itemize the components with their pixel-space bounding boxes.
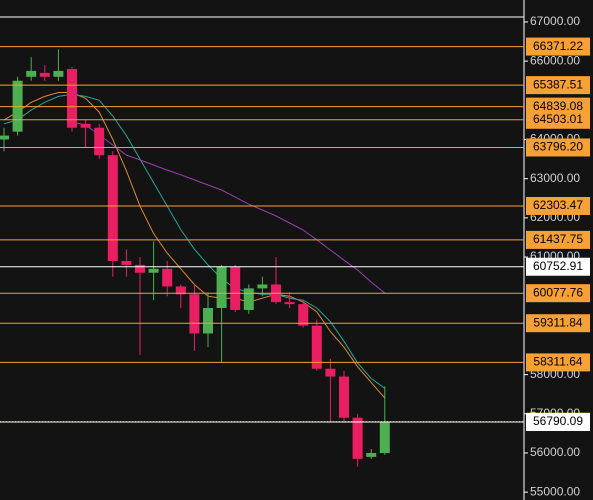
candle-body xyxy=(94,127,105,156)
level-label: 63796.20 xyxy=(533,140,583,154)
candle-body xyxy=(311,325,322,369)
level-label-bg xyxy=(526,196,590,215)
candle-body xyxy=(189,294,200,334)
candle-body xyxy=(39,72,50,77)
candle-body xyxy=(230,266,241,310)
level-label: 59311.84 xyxy=(533,315,582,329)
candle-body xyxy=(216,266,227,308)
candle-body xyxy=(257,284,268,289)
candle-body xyxy=(162,268,173,287)
candle-body xyxy=(53,70,64,77)
level-label: 64839.08 xyxy=(533,99,583,113)
y-tick-label: 56000.00 xyxy=(530,445,580,459)
candle-body xyxy=(135,264,145,273)
candle-body xyxy=(284,302,295,305)
candle-body xyxy=(80,123,91,128)
level-label-bg xyxy=(526,257,590,276)
level-label-bg xyxy=(526,353,590,372)
level-label: 65387.51 xyxy=(533,77,583,91)
candle-body xyxy=(379,421,390,453)
candle-body xyxy=(366,452,377,457)
y-tick-label: 66000.00 xyxy=(530,53,580,67)
level-label: 56790.09 xyxy=(533,414,583,428)
level-label-bg xyxy=(526,37,590,56)
y-tick-label: 63000.00 xyxy=(530,171,580,185)
candle-body xyxy=(67,68,77,128)
candle-body xyxy=(0,135,9,140)
candle-body xyxy=(339,376,349,418)
candle-body xyxy=(175,286,186,295)
candle-body xyxy=(121,260,132,265)
level-label-bg xyxy=(526,284,590,303)
level-label: 61437.75 xyxy=(533,232,583,246)
level-label-bg xyxy=(526,110,590,129)
level-label: 60077.76 xyxy=(533,285,583,299)
level-label-bg xyxy=(526,138,590,157)
candle-body xyxy=(148,268,159,273)
candle-body xyxy=(107,155,118,261)
candle-body xyxy=(243,288,254,310)
candle-body xyxy=(352,417,363,459)
level-label-bg xyxy=(526,230,590,249)
moving-average xyxy=(71,121,386,294)
candle-body xyxy=(203,307,213,334)
level-label-bg xyxy=(526,76,590,95)
level-label: 62303.47 xyxy=(533,198,583,212)
candle-body xyxy=(26,70,37,77)
level-label: 58311.64 xyxy=(533,355,582,369)
level-label: 66371.22 xyxy=(533,39,583,53)
level-label-bg xyxy=(526,413,590,432)
level-label: 60752.91 xyxy=(533,259,583,273)
candle-body xyxy=(298,304,309,326)
candle-body xyxy=(325,368,336,377)
level-label: 64503.01 xyxy=(533,112,583,126)
y-tick-label: 55000.00 xyxy=(530,484,580,498)
level-label-bg xyxy=(526,314,590,333)
y-tick-label: 67000.00 xyxy=(530,14,580,28)
